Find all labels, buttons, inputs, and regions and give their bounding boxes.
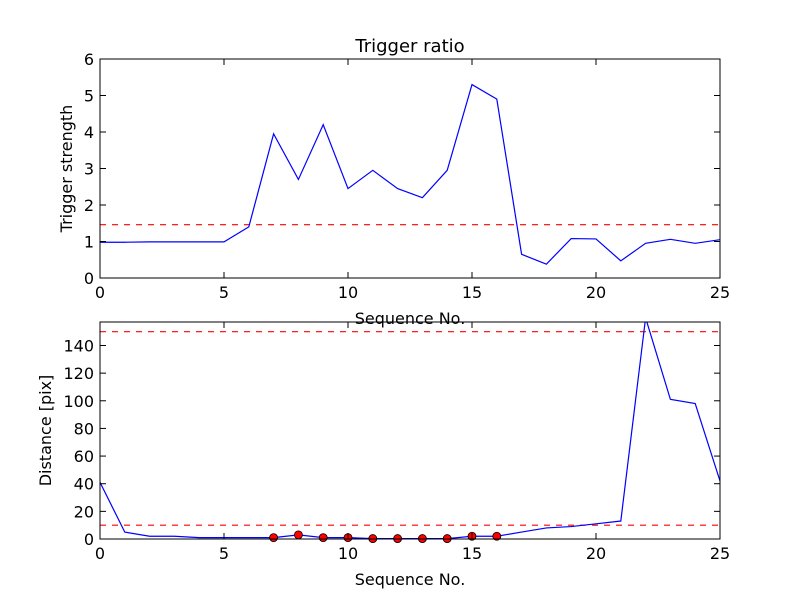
x-tick-label: 10 bbox=[338, 283, 358, 302]
x-axis-label: Sequence No. bbox=[355, 309, 466, 328]
x-tick-label: 5 bbox=[219, 544, 229, 563]
y-tick-label: 140 bbox=[63, 336, 94, 355]
data-point-marker bbox=[492, 531, 502, 541]
x-tick-label: 20 bbox=[586, 544, 606, 563]
x-tick-label: 20 bbox=[586, 283, 606, 302]
y-tick-label: 3 bbox=[84, 160, 94, 179]
y-axis-label: Distance [pix] bbox=[36, 375, 55, 487]
y-tick-label: 2 bbox=[84, 196, 94, 215]
trigger-ratio-chart: 0 5 10 15 20 25 0 1 2 3 4 5 6 Sequence No. Trigger str… bbox=[57, 36, 730, 328]
x-tick-label: 15 bbox=[462, 544, 482, 563]
y-tick-label: 1 bbox=[84, 233, 94, 252]
x-tick-label: 5 bbox=[219, 283, 229, 302]
y-tick-label: 40 bbox=[74, 475, 94, 494]
y-tick-label: 100 bbox=[63, 392, 94, 411]
data-point-marker bbox=[269, 533, 279, 543]
distance-chart: 0 5 10 15 20 25 0 20 40 60 80 100 120 140 Sequence No.… bbox=[36, 321, 730, 589]
y-tick-label: 4 bbox=[84, 123, 94, 142]
x-tick-label: 25 bbox=[710, 544, 730, 563]
y-axis-label: Trigger strength bbox=[57, 105, 76, 234]
x-tick-label: 0 bbox=[95, 544, 105, 563]
y-tick-label: 0 bbox=[84, 530, 94, 549]
chart-title: Trigger ratio bbox=[354, 36, 464, 57]
y-tick-label: 6 bbox=[84, 50, 94, 69]
x-axis-label: Sequence No. bbox=[355, 570, 466, 589]
x-tick-label: 0 bbox=[95, 283, 105, 302]
data-point-marker bbox=[293, 530, 303, 540]
y-tick-label: 20 bbox=[74, 502, 94, 521]
y-tick-label: 5 bbox=[84, 87, 94, 106]
x-tick-label: 15 bbox=[462, 283, 482, 302]
y-tick-label: 0 bbox=[84, 269, 94, 288]
y-tick-label: 80 bbox=[74, 419, 94, 438]
y-tick-label: 60 bbox=[74, 447, 94, 466]
x-tick-label: 10 bbox=[338, 544, 358, 563]
series-line bbox=[100, 83, 720, 265]
plot-frame bbox=[99, 321, 721, 540]
data-point-marker bbox=[318, 533, 328, 543]
x-tick-label: 25 bbox=[710, 283, 730, 302]
y-tick-label: 120 bbox=[63, 364, 94, 383]
